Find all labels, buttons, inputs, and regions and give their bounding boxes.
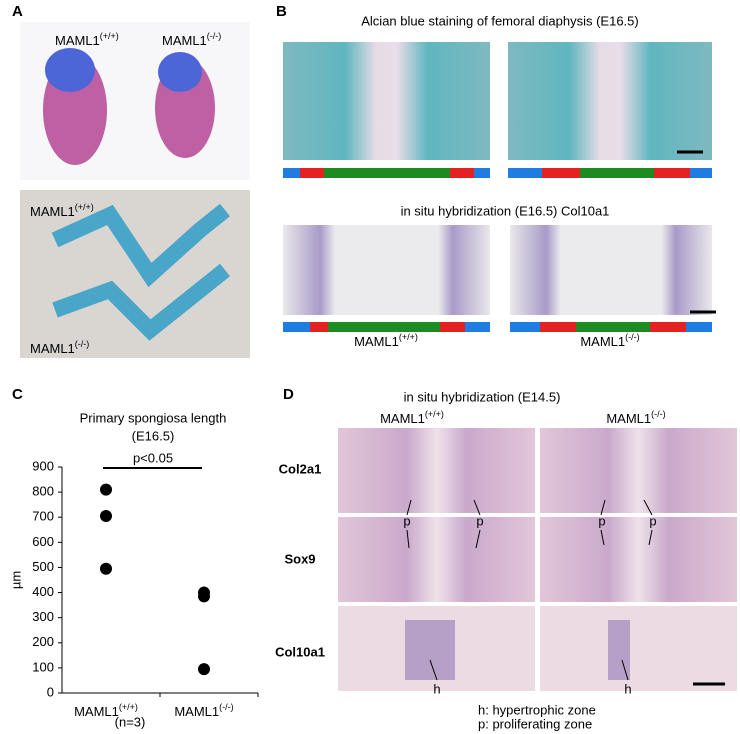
y-tick-label: 800: [32, 484, 54, 499]
y-tick-label: 700: [32, 509, 54, 524]
name: MAML1: [380, 411, 425, 426]
text: h: [433, 681, 440, 696]
genotype-label: MAML1(-/-): [162, 31, 221, 48]
genotype-label: MAML1(+/+): [55, 31, 119, 48]
name: MAML1: [30, 204, 75, 219]
text: Sox9: [284, 551, 315, 566]
genotype: (-/-): [219, 702, 234, 712]
name: MAML1: [606, 411, 651, 426]
text: h: [624, 681, 631, 696]
dot: [100, 509, 112, 522]
text: h: hypertrophic zone: [478, 702, 596, 717]
genotype-label: MAML1(+/+): [30, 202, 94, 219]
genotype: (+/+): [100, 31, 119, 41]
text: p: [476, 513, 483, 528]
dot: [100, 483, 112, 496]
genotype-label: MAML1(-/-): [606, 409, 665, 426]
genotype: (+/+): [399, 332, 418, 342]
genotype: (+/+): [75, 202, 94, 212]
y-tick-label: 900: [32, 458, 54, 473]
dot: [100, 562, 112, 575]
genotype: (-/-): [651, 409, 666, 419]
text: (E16.5): [132, 428, 175, 443]
text: in situ hybridization (E16.5) Col10a1: [401, 203, 610, 218]
text: C: [12, 386, 23, 403]
name: MAML1: [162, 33, 207, 48]
y-tick-label: 200: [32, 634, 54, 649]
y-tick-label: 400: [32, 584, 54, 599]
panel-b-images: [283, 42, 716, 332]
genotype: (-/-): [75, 339, 90, 349]
text: A: [12, 3, 23, 20]
text: Col10a1: [275, 644, 325, 659]
genotype: (+/+): [119, 702, 138, 712]
panel-a-images: [20, 22, 250, 358]
text: (n=3): [115, 714, 146, 729]
text: B: [276, 3, 287, 20]
dot: [198, 590, 210, 603]
text: p<0.05: [133, 450, 173, 465]
genotype: (-/-): [207, 31, 222, 41]
text: p: [598, 513, 605, 528]
y-tick-label: 0: [47, 684, 54, 699]
panel-d-images: [338, 428, 737, 691]
genotype-label: MAML1(-/-): [580, 332, 639, 349]
text: D: [283, 386, 294, 403]
y-tick-label: 600: [32, 534, 54, 549]
text: Alcian blue staining of femoral diaphysi…: [361, 13, 638, 28]
text: in situ hybridization (E14.5): [404, 389, 561, 404]
name: MAML1: [74, 704, 119, 719]
y-tick-label: 300: [32, 609, 54, 624]
y-tick-label: 500: [32, 559, 54, 574]
genotype-label: MAML1(-/-): [174, 702, 233, 719]
name: MAML1: [580, 334, 625, 349]
genotype-label: MAML1(-/-): [30, 339, 89, 356]
y-label: µm: [8, 571, 23, 589]
genotype: (+/+): [425, 409, 444, 419]
dot: [198, 663, 210, 676]
genotype-label: MAML1(+/+): [380, 409, 444, 426]
name: MAML1: [354, 334, 399, 349]
name: MAML1: [30, 341, 75, 356]
text: Primary spongiosa length: [80, 410, 227, 425]
text: Col2a1: [279, 461, 322, 476]
genotype: (-/-): [625, 332, 640, 342]
genotype-label: MAML1(+/+): [354, 332, 418, 349]
text: p: [403, 513, 410, 528]
text: p: [649, 513, 656, 528]
name: MAML1: [55, 33, 100, 48]
y-tick-label: 100: [32, 659, 54, 674]
text: p: proliferating zone: [478, 716, 592, 731]
genotype-label: MAML1(+/+): [74, 702, 138, 719]
name: MAML1: [174, 704, 219, 719]
